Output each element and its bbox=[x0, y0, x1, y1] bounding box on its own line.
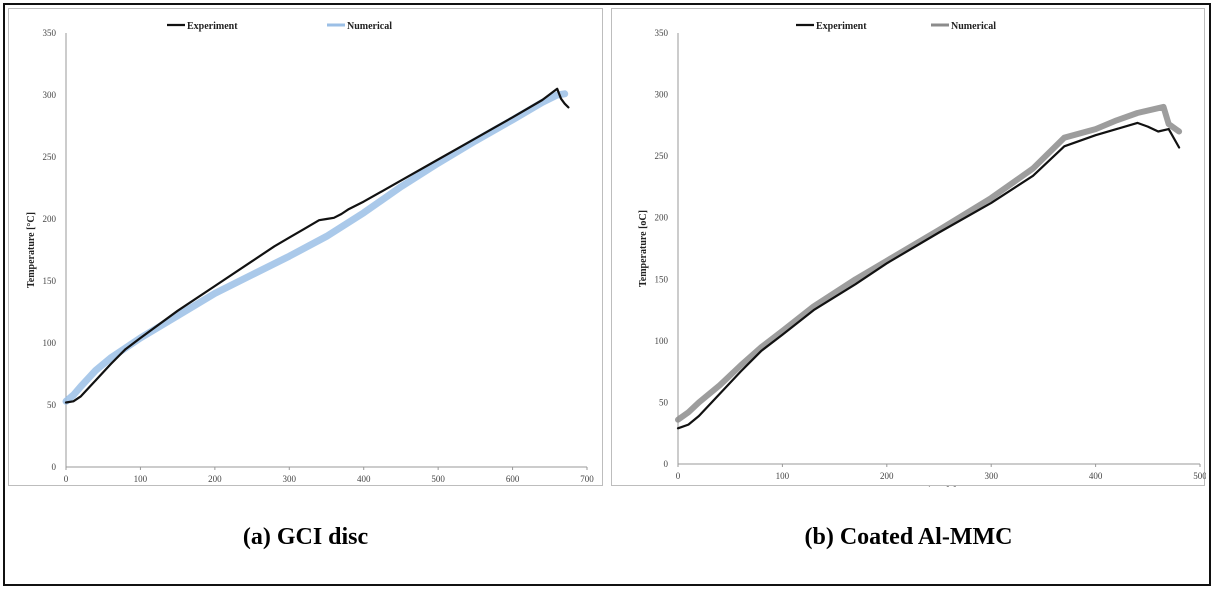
series-line-experiment bbox=[64, 87, 570, 404]
x-tick-label: 200 bbox=[880, 471, 894, 481]
y-tick-label: 250 bbox=[655, 151, 669, 161]
y-tick-label: 300 bbox=[43, 90, 57, 100]
caption-coated-al-mmc: (b) Coated Al-MMC bbox=[804, 524, 1013, 550]
y-tick-label: 150 bbox=[655, 274, 669, 284]
x-tick-label: 400 bbox=[1089, 471, 1103, 481]
x-tick-label: 600 bbox=[506, 474, 520, 484]
x-tick-label: 500 bbox=[431, 474, 445, 484]
x-tick-label: 300 bbox=[984, 471, 998, 481]
x-tick-label: 0 bbox=[676, 471, 681, 481]
caption-gci-disc: (a) GCI disc bbox=[242, 524, 369, 550]
y-axis-title: Temperature [oC] bbox=[638, 210, 649, 287]
series-line-numerical bbox=[62, 90, 569, 405]
y-tick-label: 300 bbox=[655, 90, 669, 100]
y-tick-label: 0 bbox=[52, 462, 57, 472]
y-tick-label: 150 bbox=[43, 276, 57, 286]
x-tick-label: 500 bbox=[1193, 471, 1206, 481]
y-tick-label: 0 bbox=[664, 459, 669, 469]
x-tick-label: 100 bbox=[134, 474, 148, 484]
x-axis-title: Time [s] bbox=[921, 486, 956, 487]
series-line-experiment bbox=[676, 121, 1181, 430]
legend-label-experiment: Experiment bbox=[187, 21, 238, 32]
x-tick-label: 100 bbox=[776, 471, 790, 481]
chart-panel-coated-al-mmc: 0 100 200 300 400 500 0 50 100 150 200 250 300 350 Tim… bbox=[611, 8, 1207, 497]
chart-gci-svg: 0 100 200 300 400 500 600 700 0 50 100 150 200 250 300… bbox=[26, 21, 594, 500]
y-tick-label: 200 bbox=[43, 214, 57, 224]
chart-coated-al-mmc-svg: 0 100 200 300 400 500 0 50 100 150 200 250 300 350 Tim… bbox=[638, 21, 1207, 497]
legend-label-numerical: Numerical bbox=[347, 21, 392, 32]
y-tick-label: 200 bbox=[655, 213, 669, 223]
legend-label-experiment: Experiment bbox=[816, 21, 867, 32]
x-tick-label: 200 bbox=[208, 474, 222, 484]
chart-panel-gci: 0 100 200 300 400 500 600 700 0 50 100 150 200 250 300… bbox=[8, 8, 603, 500]
y-tick-label: 250 bbox=[43, 152, 57, 162]
x-tick-label: 400 bbox=[357, 474, 371, 484]
y-tick-label: 50 bbox=[47, 400, 57, 410]
y-tick-label: 50 bbox=[659, 397, 669, 407]
x-tick-label: 300 bbox=[283, 474, 297, 484]
series-line-numerical bbox=[675, 103, 1183, 423]
y-tick-label: 100 bbox=[43, 338, 57, 348]
y-tick-label: 350 bbox=[655, 28, 669, 38]
y-tick-label: 350 bbox=[43, 28, 57, 38]
x-tick-label: 0 bbox=[64, 474, 69, 484]
legend-label-numerical: Numerical bbox=[951, 21, 996, 32]
y-axis-title: Temperature [°C] bbox=[26, 212, 37, 288]
y-tick-label: 100 bbox=[655, 336, 669, 346]
x-tick-label: 700 bbox=[580, 474, 594, 484]
